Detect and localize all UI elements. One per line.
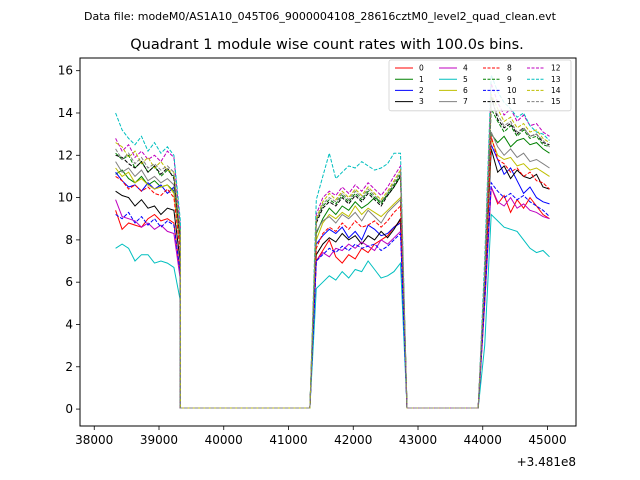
series-line-8 — [115, 136, 550, 409]
legend-label: 4 — [463, 64, 468, 73]
legend-label: 0 — [419, 64, 424, 73]
series-line-5 — [115, 213, 550, 409]
x-offset-label: +3.481e8 — [517, 455, 576, 469]
y-tick-label: 12 — [58, 148, 73, 162]
series-line-11 — [115, 95, 550, 409]
x-tick-label: 41000 — [269, 433, 307, 447]
plot-area: 38000 39000 40000 41000 42000 43000 44000 45000… — [58, 64, 567, 447]
x-tick-label: 44000 — [464, 433, 502, 447]
series-line-6 — [115, 138, 550, 409]
y-tick-label: 14 — [58, 106, 73, 120]
legend-box — [388, 59, 572, 112]
legend-label: 11 — [507, 97, 517, 106]
series-line-7 — [115, 131, 550, 409]
y-tick-label: 4 — [65, 317, 73, 331]
legend-label: 5 — [463, 75, 468, 84]
series-line-2 — [115, 144, 550, 409]
x-tick-label: 43000 — [399, 433, 437, 447]
y-tick-label: 16 — [58, 64, 73, 78]
legend-label: 13 — [551, 75, 561, 84]
legend-label: 3 — [419, 97, 424, 106]
y-tick-label: 0 — [65, 402, 73, 416]
legend-label: 10 — [507, 86, 517, 95]
series-line-0 — [115, 186, 550, 409]
x-tick-label: 42000 — [334, 433, 372, 447]
legend-label: 1 — [419, 75, 424, 84]
series-line-3 — [115, 148, 550, 409]
legend-label: 9 — [507, 75, 512, 84]
legend-label: 7 — [463, 97, 468, 106]
y-tick-label: 6 — [65, 275, 73, 289]
x-tick-label: 45000 — [528, 433, 566, 447]
series-line-10 — [115, 181, 550, 409]
x-tick-label: 39000 — [140, 433, 178, 447]
legend-label: 2 — [419, 86, 424, 95]
series-line-9 — [115, 106, 550, 409]
legend-label: 14 — [551, 86, 561, 95]
legend-label: 15 — [551, 97, 561, 106]
series-line-4 — [115, 186, 550, 409]
y-tick-label: 2 — [65, 360, 73, 374]
y-tick-label: 8 — [65, 233, 73, 247]
legend-label: 8 — [507, 64, 512, 73]
legend-label: 12 — [551, 64, 561, 73]
chart-title: Quadrant 1 module wise count rates with … — [130, 37, 524, 53]
series-line-14 — [115, 93, 550, 409]
x-tick-label: 38000 — [75, 433, 113, 447]
x-tick-label: 40000 — [205, 433, 243, 447]
series-line-15 — [115, 100, 550, 409]
series-line-1 — [115, 132, 550, 409]
series-line-12 — [115, 83, 550, 409]
legend-label: 6 — [463, 86, 468, 95]
chart-suptitle: Data file: modeM0/AS1A10_045T06_90000041… — [84, 10, 557, 23]
axes-frame — [79, 57, 577, 427]
y-tick-label: 10 — [58, 191, 73, 205]
